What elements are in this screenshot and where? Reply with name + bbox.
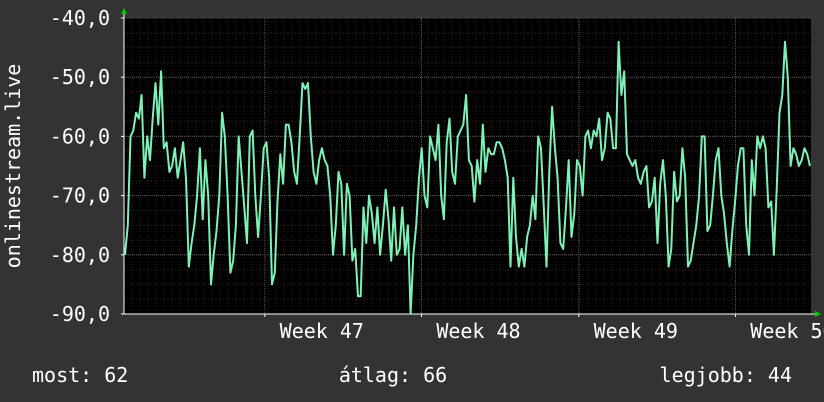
y-axis-arrow [121,8,127,14]
y-tick-label: -60,0 [50,124,110,148]
stat-average: átlag: 66 [339,363,447,387]
x-ticks: Week 47 Week 48 Week 49 Week 50 [264,314,824,343]
y-axis-label: onlinestream.live [1,64,25,269]
y-tick-label: -50,0 [50,65,110,89]
stat-current: most: 62 [32,363,128,387]
axes [121,8,821,317]
stat-best: legjobb: 44 [660,363,792,387]
x-tick-label: Week 48 [436,319,520,343]
y-tick-label: -90,0 [50,302,110,326]
y-tick-label: -40,0 [50,6,110,30]
series-line [124,40,811,315]
x-tick-label: Week 49 [594,319,678,343]
y-tick-label: -80,0 [50,243,110,267]
x-tick-label: Week 50 [750,319,824,343]
x-axis-arrow [815,311,821,317]
y-tick-label: -70,0 [50,184,110,208]
x-tick-label: Week 47 [280,319,364,343]
y-ticks: -40,0 -50,0 -60,0 -70,0 -80,0 -90,0 [50,6,124,326]
